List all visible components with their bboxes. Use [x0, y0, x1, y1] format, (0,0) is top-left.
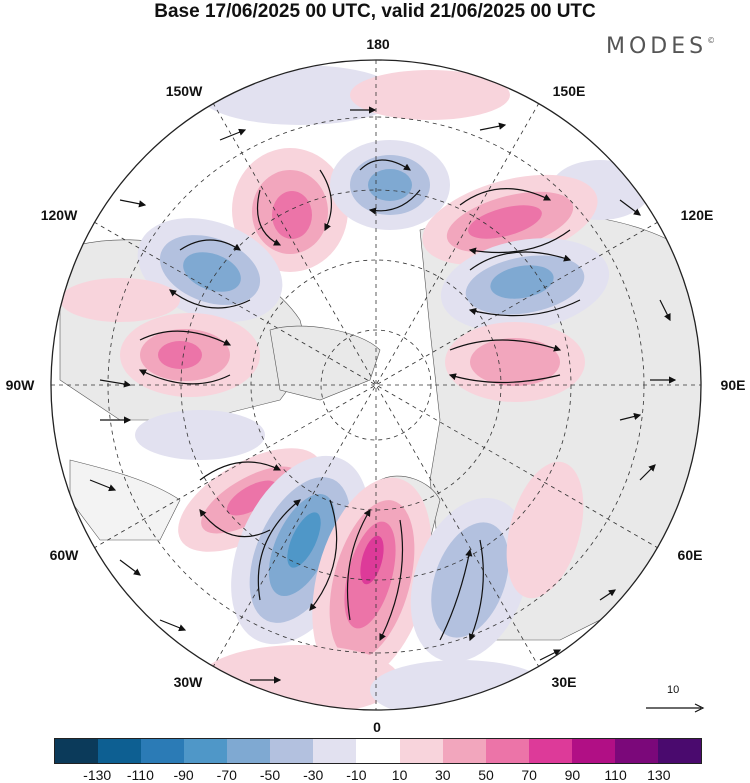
colorbar-tick-label: -90: [173, 767, 194, 783]
colorbar-tick-label: 110: [604, 767, 627, 783]
colorbar: [54, 738, 702, 764]
longitude-label-0: 0: [373, 719, 381, 735]
reference-vector-arrow: [646, 703, 705, 713]
reference-vector-label: 10: [667, 684, 680, 696]
colorbar-tick-label: -110: [126, 767, 154, 783]
colorbar-tick-label: 30: [435, 767, 451, 783]
colorbar-tick-label: 90: [564, 767, 581, 783]
longitude-label-60e: 60E: [677, 547, 703, 563]
colorbar-swatch: [55, 739, 99, 763]
longitude-label-30w: 30W: [173, 674, 203, 690]
longitude-label-120w: 120W: [40, 207, 78, 223]
colorbar-swatch: [313, 739, 357, 763]
colorbar-tick-label: -130: [83, 767, 112, 783]
colorbar-swatch: [141, 739, 185, 763]
longitude-label-150w: 150W: [165, 83, 203, 99]
longitude-label-60w: 60W: [49, 547, 79, 563]
graticule: [51, 60, 701, 710]
longitude-label-180: 180: [366, 36, 390, 52]
colorbar-tick-label: 130: [647, 767, 671, 783]
colorbar-swatch: [614, 739, 658, 763]
colorbar-swatch: [184, 739, 228, 763]
map-title: Base 17/06/2025 00 UTC, valid 21/06/2025…: [154, 1, 596, 22]
modes-logo: MODES©: [606, 34, 715, 59]
map-boundary: [50, 59, 702, 711]
colorbar-swatch: [657, 739, 701, 763]
colorbar-swatch: [399, 739, 443, 763]
colorbar-tick-label: -70: [216, 767, 237, 783]
colorbar-tick-label: 50: [478, 767, 494, 783]
longitude-label-30e: 30E: [551, 674, 577, 690]
colorbar-swatch: [227, 739, 271, 763]
map-disk: [51, 60, 701, 710]
colorbar-tick-label: -10: [346, 767, 367, 783]
colorbar-swatch: [571, 739, 615, 763]
longitude-label-90e: 90E: [720, 377, 746, 393]
colorbar-labels: -130 -110 -90 -70 -50 -30 -10 10 30 50 70 90 110 130: [54, 767, 702, 783]
colorbar-tick-label: -30: [303, 767, 324, 783]
brand-name: MODES: [606, 34, 708, 59]
colorbar-tick-label: 10: [391, 767, 408, 783]
colorbar-swatch: [270, 739, 314, 763]
colorbar-swatch: [442, 739, 486, 763]
colorbar-swatch: [485, 739, 529, 763]
colorbar-swatch: [356, 739, 400, 763]
colorbar-tick-label: 70: [521, 767, 537, 783]
longitude-label-150e: 150E: [552, 83, 586, 99]
colorbar-swatch: [98, 739, 142, 763]
longitude-label-120e: 120E: [680, 207, 714, 223]
longitude-label-90w: 90W: [5, 377, 35, 393]
copyright-mark: ©: [707, 36, 716, 45]
colorbar-swatch: [528, 739, 572, 763]
colorbar-tick-label: -50: [259, 767, 281, 783]
